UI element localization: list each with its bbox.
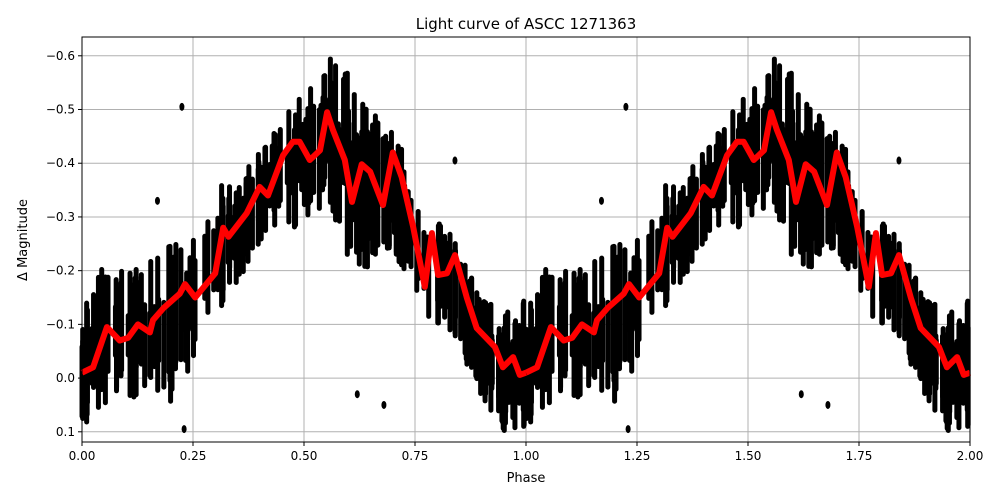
y-tick-label: −0.5 xyxy=(46,103,75,117)
data-point xyxy=(452,156,458,165)
x-tick-label: 1.50 xyxy=(735,449,762,463)
y-tick-label: 0.0 xyxy=(56,371,75,385)
data-point xyxy=(623,102,629,111)
y-tick-label: −0.6 xyxy=(46,49,75,63)
binned-curve-group xyxy=(80,109,972,378)
data-points xyxy=(79,56,971,434)
y-axis-label: Δ Magnitude xyxy=(16,199,31,281)
data-point xyxy=(896,156,902,165)
data-point xyxy=(354,390,360,399)
data-point xyxy=(181,425,187,434)
x-tick-label: 0.50 xyxy=(291,449,318,463)
x-tick-label: 1.75 xyxy=(846,449,873,463)
x-axis-label: Phase xyxy=(507,471,546,486)
binned-curve-line xyxy=(524,109,972,378)
binned-curve-line xyxy=(80,109,528,378)
x-tick-label: 0.75 xyxy=(402,449,429,463)
data-point xyxy=(381,400,387,409)
x-tick-label: 1.00 xyxy=(513,449,540,463)
x-tick-label: 1.25 xyxy=(624,449,651,463)
y-tick-label: −0.3 xyxy=(46,210,75,224)
data-point xyxy=(625,425,631,434)
data-point xyxy=(179,102,185,111)
x-tick-label: 0.25 xyxy=(180,449,207,463)
axis-ticks: 0.00 0.25 0.50 0.75 1.00 1.25 1.50 1.75 2.00 −0.6… xyxy=(46,49,984,463)
y-tick-label: −0.1 xyxy=(46,317,75,331)
y-tick-label: −0.2 xyxy=(46,264,75,278)
y-tick-label: −0.4 xyxy=(46,156,75,170)
data-point xyxy=(798,390,804,399)
data-point xyxy=(598,196,604,205)
data-point xyxy=(154,196,160,205)
y-tick-label: 0.1 xyxy=(56,425,75,439)
x-tick-label: 2.00 xyxy=(957,449,984,463)
data-point xyxy=(825,400,831,409)
x-tick-label: 0.00 xyxy=(69,449,96,463)
chart-title: Light curve of ASCC 1271363 xyxy=(416,15,637,33)
